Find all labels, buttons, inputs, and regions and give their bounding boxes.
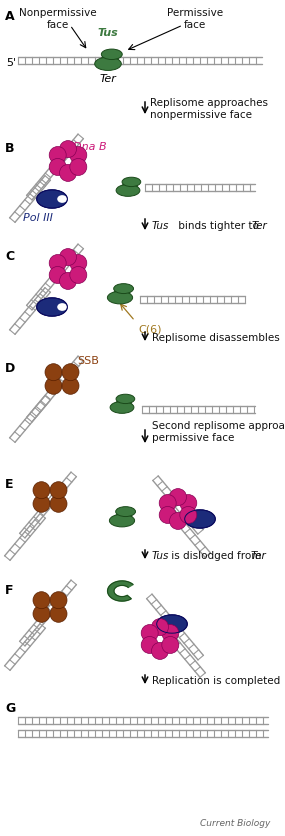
- Circle shape: [62, 364, 79, 381]
- Ellipse shape: [122, 183, 137, 191]
- Text: Pol III: Pol III: [23, 212, 53, 222]
- Circle shape: [162, 637, 179, 654]
- Circle shape: [152, 619, 168, 636]
- Text: C(6): C(6): [138, 324, 162, 334]
- Circle shape: [49, 268, 66, 284]
- Text: Tus: Tus: [98, 28, 118, 38]
- Circle shape: [70, 147, 87, 165]
- Text: F: F: [5, 584, 13, 596]
- Ellipse shape: [109, 515, 135, 528]
- Ellipse shape: [57, 303, 67, 312]
- Circle shape: [180, 495, 197, 512]
- Text: binds tighter to: binds tighter to: [175, 221, 262, 231]
- Ellipse shape: [114, 289, 130, 298]
- Ellipse shape: [107, 292, 133, 304]
- Circle shape: [162, 624, 179, 642]
- Circle shape: [33, 605, 50, 623]
- Circle shape: [60, 249, 76, 267]
- Ellipse shape: [101, 55, 119, 64]
- Circle shape: [152, 643, 168, 660]
- Ellipse shape: [101, 50, 122, 60]
- Circle shape: [70, 255, 87, 273]
- Circle shape: [50, 496, 67, 512]
- Circle shape: [159, 507, 176, 524]
- Circle shape: [50, 605, 67, 623]
- Text: Ter: Ter: [252, 221, 268, 231]
- Ellipse shape: [157, 620, 167, 628]
- Text: Nonpermissive
face: Nonpermissive face: [19, 8, 97, 29]
- Circle shape: [70, 268, 87, 284]
- Circle shape: [33, 592, 50, 609]
- Circle shape: [49, 255, 66, 273]
- Ellipse shape: [185, 516, 195, 523]
- Circle shape: [159, 495, 176, 512]
- Text: G: G: [5, 701, 15, 714]
- Text: Ter: Ter: [251, 550, 267, 560]
- Circle shape: [33, 482, 50, 499]
- Circle shape: [45, 378, 62, 395]
- Circle shape: [49, 160, 66, 176]
- Text: Ter: Ter: [99, 74, 117, 84]
- Text: E: E: [5, 477, 13, 491]
- Text: D: D: [5, 361, 15, 375]
- Ellipse shape: [95, 58, 121, 71]
- Circle shape: [60, 273, 76, 290]
- Ellipse shape: [37, 191, 67, 209]
- Ellipse shape: [110, 402, 134, 414]
- Ellipse shape: [157, 615, 187, 634]
- Circle shape: [141, 637, 158, 654]
- Circle shape: [170, 489, 186, 506]
- Circle shape: [49, 147, 66, 165]
- Circle shape: [180, 507, 197, 524]
- Text: is dislodged from: is dislodged from: [168, 550, 265, 560]
- Ellipse shape: [185, 510, 215, 528]
- Text: Replication is completed: Replication is completed: [152, 675, 280, 686]
- Circle shape: [170, 512, 186, 530]
- Ellipse shape: [116, 395, 135, 404]
- Ellipse shape: [116, 507, 135, 517]
- Text: Tus: Tus: [152, 550, 169, 560]
- Circle shape: [60, 141, 76, 158]
- Circle shape: [70, 160, 87, 176]
- Ellipse shape: [57, 196, 67, 204]
- Text: A: A: [5, 10, 15, 23]
- Text: Current Biology: Current Biology: [200, 818, 270, 827]
- Text: Replisome disassembles: Replisome disassembles: [152, 333, 280, 343]
- Circle shape: [50, 482, 67, 499]
- Circle shape: [45, 364, 62, 381]
- Text: B: B: [5, 142, 15, 155]
- Text: C: C: [5, 250, 14, 263]
- Circle shape: [62, 378, 79, 395]
- Ellipse shape: [114, 284, 133, 294]
- Ellipse shape: [116, 400, 131, 408]
- Circle shape: [50, 592, 67, 609]
- Ellipse shape: [37, 298, 67, 317]
- Text: SSB: SSB: [77, 355, 99, 365]
- Ellipse shape: [116, 512, 132, 521]
- Circle shape: [141, 624, 158, 642]
- Text: Second replisome approaches
permissive face: Second replisome approaches permissive f…: [152, 421, 285, 442]
- Text: Replisome approaches
nonpermissive face: Replisome approaches nonpermissive face: [150, 98, 268, 120]
- Text: Tus: Tus: [152, 221, 169, 231]
- Ellipse shape: [122, 178, 141, 187]
- Text: 5': 5': [6, 58, 16, 68]
- Polygon shape: [108, 581, 133, 601]
- Circle shape: [60, 166, 76, 182]
- Circle shape: [33, 496, 50, 512]
- Text: Permissive
face: Permissive face: [167, 8, 223, 29]
- Ellipse shape: [116, 186, 140, 197]
- Text: Dna B: Dna B: [73, 142, 107, 152]
